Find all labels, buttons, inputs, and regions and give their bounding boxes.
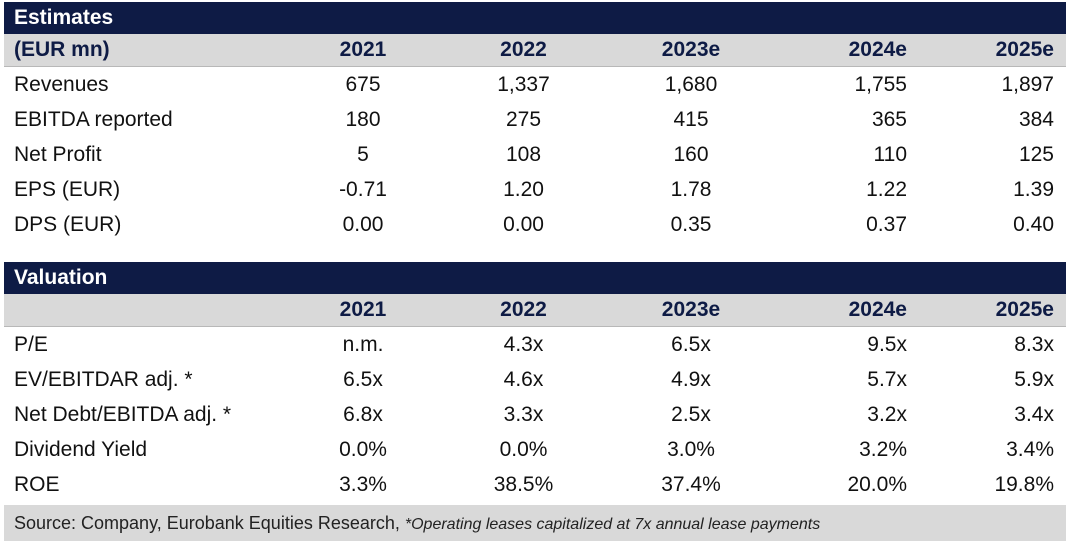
table-row: EBITDA reported 180 275 415 365 384	[4, 102, 1066, 137]
table-cell: 4.6x	[503, 368, 544, 391]
table-cell: 3.4x	[1014, 403, 1054, 426]
table-cell: 5.7x	[867, 368, 907, 391]
header-cell: 2024e	[848, 38, 907, 61]
row-label: ROE	[14, 473, 60, 496]
table-row: EPS (EUR) -0.71 1.20 1.78 1.22 1.39	[4, 172, 1066, 207]
table-row: Net Debt/EBITDA adj. * 6.8x 3.3x 2.5x 3.2x 3.…	[4, 397, 1066, 432]
table-cell: 1.20	[503, 178, 544, 201]
table-cell: 1,897	[1001, 73, 1054, 96]
table-cell: 19.8%	[994, 473, 1054, 496]
table-cell: 415	[673, 108, 709, 131]
table-cell: 1,337	[497, 73, 550, 96]
table-cell: 0.40	[1013, 213, 1054, 236]
table-cell: 0.00	[342, 213, 384, 236]
table-cell: 0.0%	[499, 438, 548, 461]
header-cell: 2023e	[661, 38, 721, 61]
table-cell: 384	[1018, 108, 1054, 131]
header-cell: 2021	[339, 298, 387, 321]
table-cell: 1.39	[1013, 178, 1054, 201]
table-cell: 9.5x	[867, 333, 907, 356]
table-cell: 3.3x	[503, 403, 544, 426]
table-cell: 275	[505, 108, 542, 131]
valuation-body: P/E n.m. 4.3x 6.5x 9.5x 8.3x EV/EBITDAR adj. *…	[4, 327, 1066, 502]
table-row: P/E n.m. 4.3x 6.5x 9.5x 8.3x	[4, 327, 1066, 362]
financial-table: Estimates (EUR mn) 2021 2022 2023e 2024e…	[4, 2, 1066, 541]
row-label: P/E	[14, 333, 48, 356]
table-row: Net Profit 5 108 160 110 125	[4, 137, 1066, 172]
header-cell: 2022	[500, 38, 547, 61]
estimates-body: Revenues 675 1,337 1,680 1,755 1,897 EBITDA re…	[4, 67, 1066, 242]
table-cell: 5.9x	[1014, 368, 1054, 391]
row-label: EV/EBITDAR adj. *	[14, 368, 193, 391]
row-label: EBITDA reported	[14, 108, 173, 131]
table-cell: 1,755	[854, 73, 907, 96]
table-cell: 8.3x	[1014, 333, 1054, 356]
table-cell: -0.71	[339, 178, 387, 201]
valuation-header-row: 2021 2022 2023e 2024e 2025e	[4, 294, 1066, 327]
source-footnote: *Operating leases capitalized at 7x annu…	[404, 516, 821, 533]
table-cell: 4.9x	[671, 368, 711, 391]
table-row: EV/EBITDAR adj. * 6.5x 4.6x 4.9x 5.7x 5.9x	[4, 362, 1066, 397]
table-cell: 1.22	[866, 178, 907, 201]
valuation-title: Valuation	[4, 262, 1066, 294]
table-cell: 3.0%	[667, 438, 715, 461]
row-label: Revenues	[14, 73, 109, 96]
table-cell: 20.0%	[847, 473, 907, 496]
table-cell: 0.35	[670, 213, 712, 236]
table-cell: 125	[1018, 143, 1054, 166]
row-label: EPS (EUR)	[14, 178, 121, 201]
header-cell: 2024e	[848, 298, 907, 321]
table-cell: 6.5x	[343, 368, 383, 391]
table-row: Dividend Yield 0.0% 0.0% 3.0% 3.2% 3.4%	[4, 432, 1066, 467]
table-cell: 160	[673, 143, 709, 166]
table-cell: 3.4%	[1006, 438, 1054, 461]
header-cell: 2025e	[995, 298, 1054, 321]
row-label: Net Debt/EBITDA adj. *	[14, 403, 232, 426]
table-row: Revenues 675 1,337 1,680 1,755 1,897	[4, 67, 1066, 102]
table-cell: 2.5x	[671, 403, 711, 426]
table-cell: 6.5x	[671, 333, 711, 356]
table-cell: 38.5%	[493, 473, 554, 496]
header-cell: 2025e	[995, 38, 1054, 61]
estimates-header-row: (EUR mn) 2021 2022 2023e 2024e 2025e	[4, 34, 1066, 67]
table-cell: 675	[345, 73, 381, 96]
table-cell: 108	[505, 143, 542, 166]
row-label: Net Profit	[14, 143, 102, 166]
header-cell	[4, 294, 284, 326]
table-cell: 4.3x	[503, 333, 544, 356]
table-cell: 3.2x	[867, 403, 907, 426]
table-cell: 6.8x	[343, 403, 383, 426]
table-cell: 365	[871, 108, 907, 131]
table-cell: 110	[873, 143, 907, 166]
source-note: Source: Company, Eurobank Equities Resea…	[4, 505, 1066, 541]
section-gap	[4, 242, 1066, 262]
table-cell: n.m.	[342, 333, 384, 356]
table-cell: 3.3%	[339, 473, 387, 496]
row-label: Dividend Yield	[14, 438, 148, 461]
table-cell: 3.2%	[859, 438, 907, 461]
table-cell: 1,680	[664, 73, 718, 96]
table-cell: 0.37	[866, 213, 907, 236]
table-cell: 0.00	[503, 213, 544, 236]
table-cell: 1.78	[670, 178, 712, 201]
header-cell: 2021	[339, 38, 387, 61]
table-cell: 37.4%	[661, 473, 721, 496]
table-cell: 180	[345, 108, 381, 131]
table-row: DPS (EUR) 0.00 0.00 0.35 0.37 0.40	[4, 207, 1066, 242]
table-cell: 0.0%	[339, 438, 387, 461]
header-cell: 2022	[500, 298, 547, 321]
source-text: Source: Company, Eurobank Equities Resea…	[14, 513, 405, 533]
table-row: ROE 3.3% 38.5% 37.4% 20.0% 19.8%	[4, 467, 1066, 502]
estimates-title: Estimates	[4, 2, 1066, 34]
table-cell: 5	[357, 143, 369, 166]
header-cell: (EUR mn)	[14, 38, 110, 61]
row-label: DPS (EUR)	[14, 213, 122, 236]
header-cell: 2023e	[661, 298, 721, 321]
